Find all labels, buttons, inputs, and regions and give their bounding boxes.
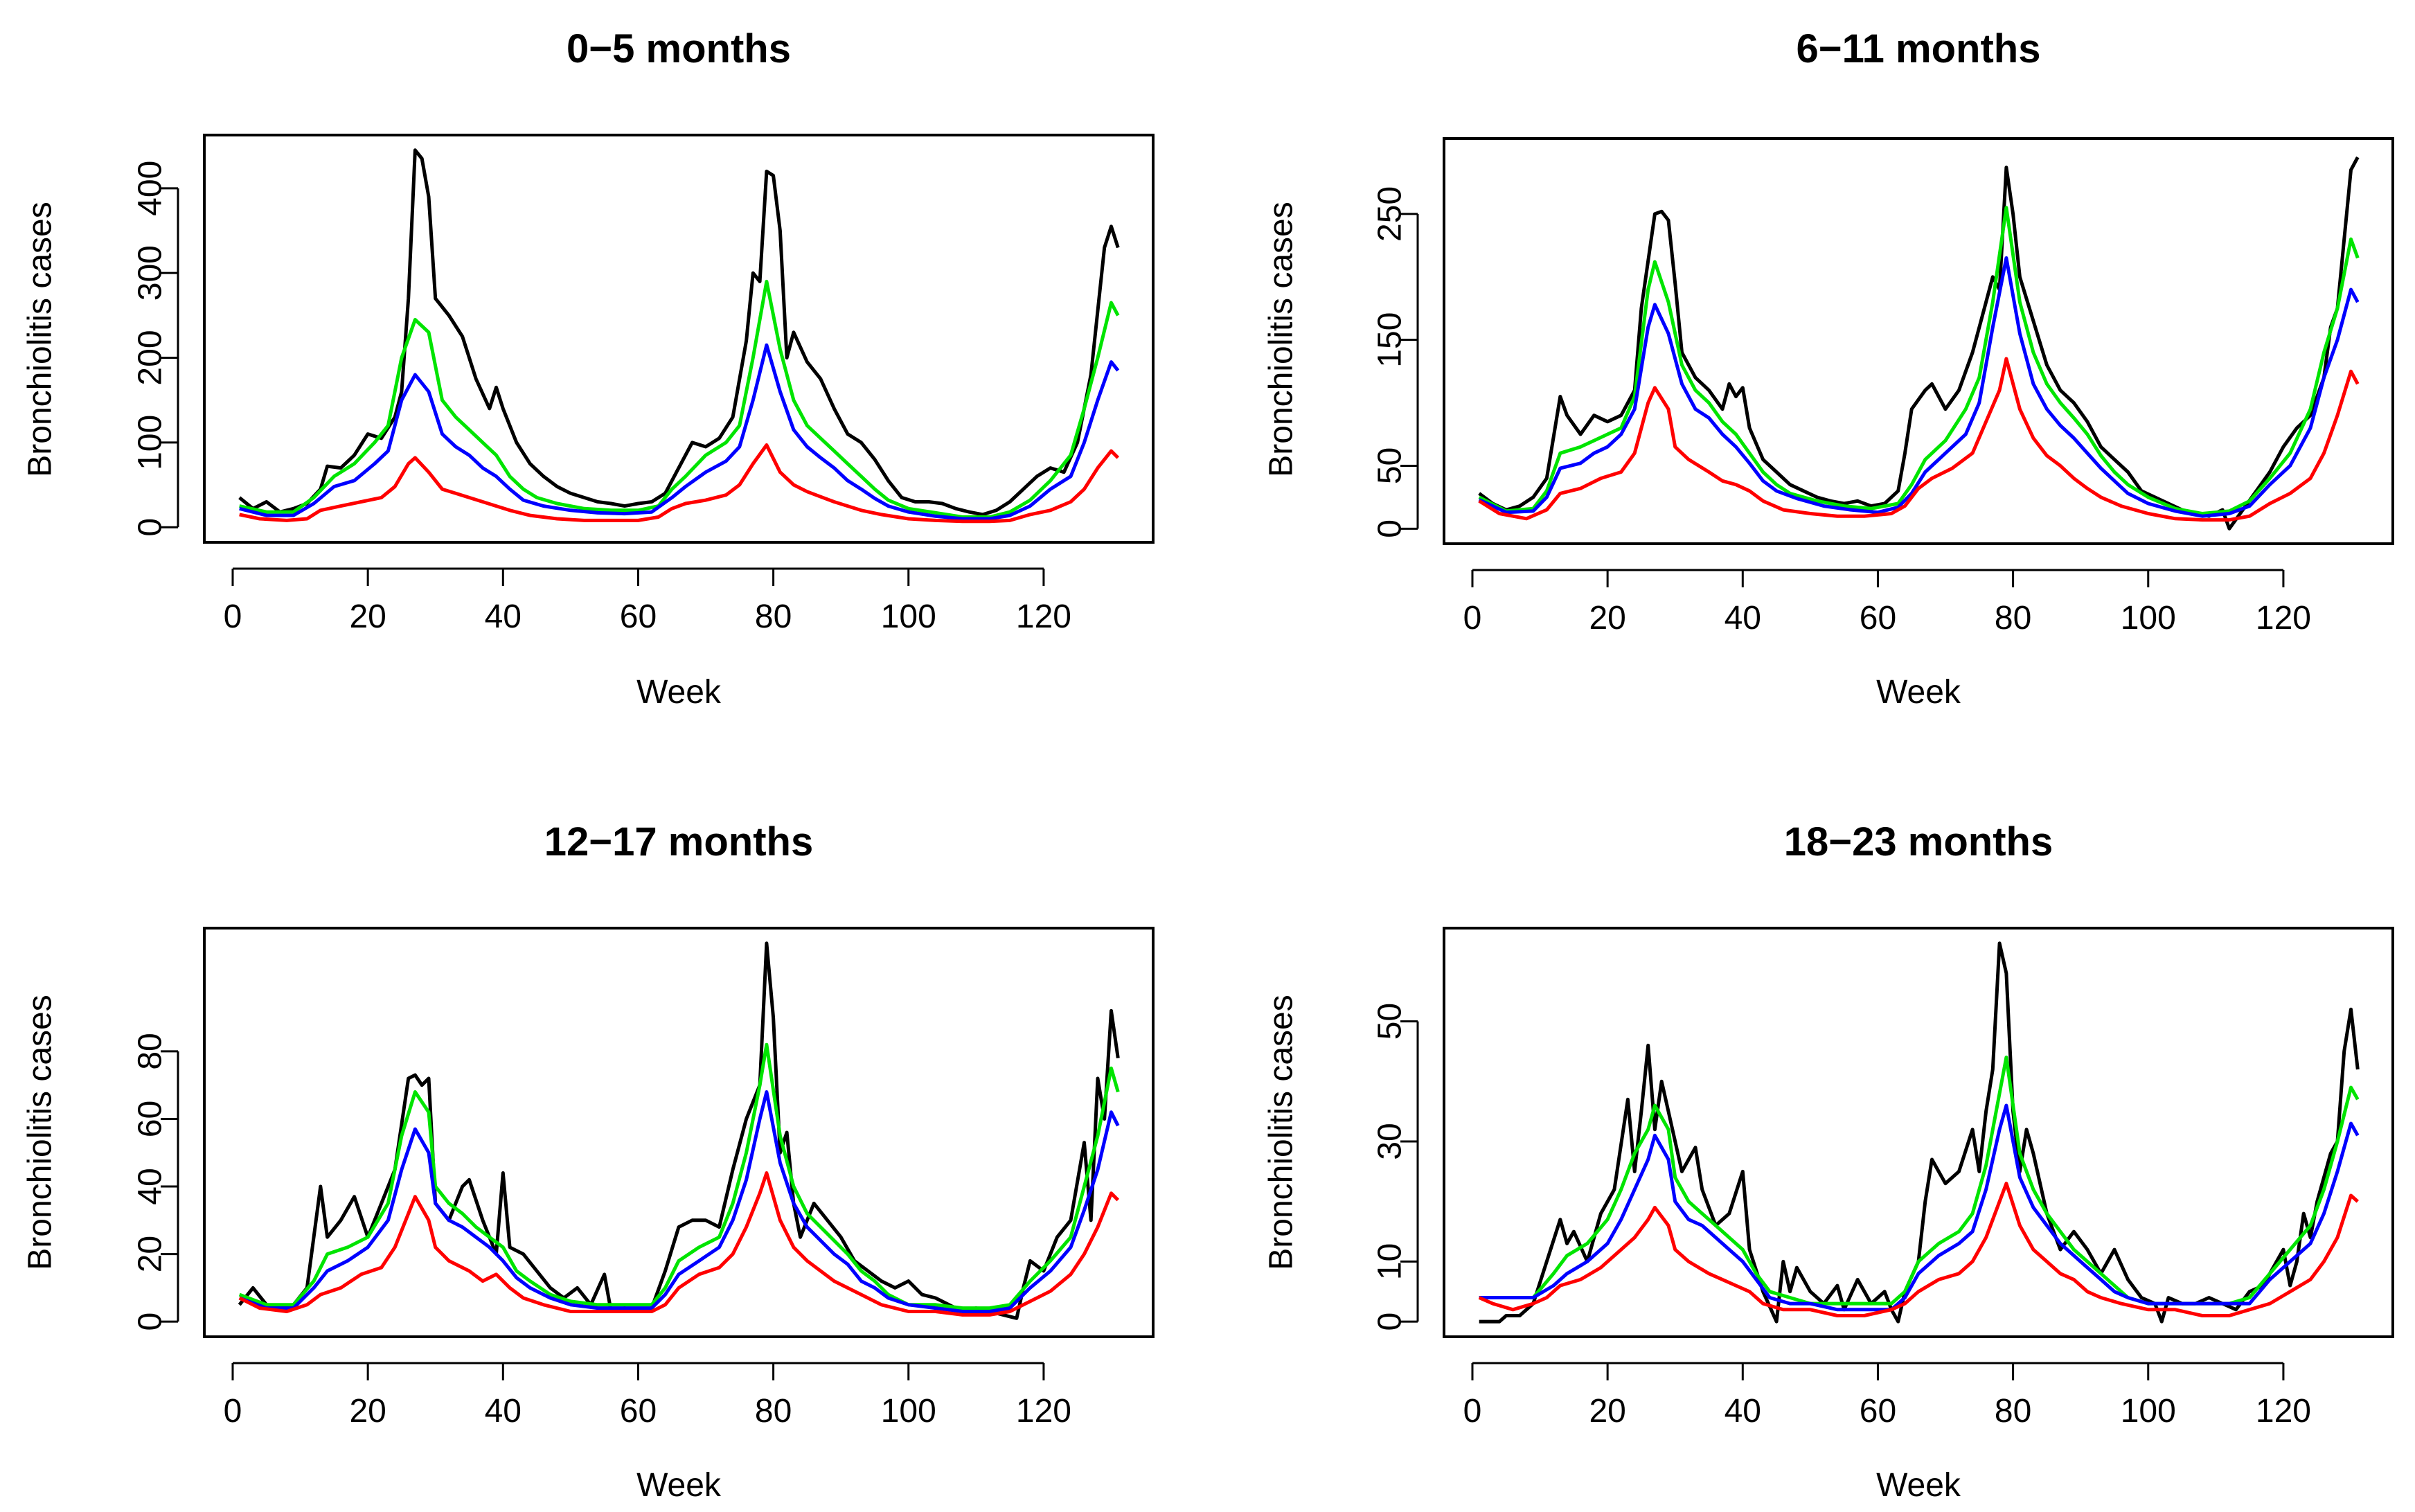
series-line-red: [239, 443, 1120, 524]
y-tick-label: 300: [132, 245, 169, 301]
series-line-green: [238, 1042, 1120, 1310]
x-tick-label: 80: [1995, 600, 2031, 637]
y-tick-label: 150: [1372, 312, 1409, 368]
y-tick-label: 30: [1372, 1123, 1409, 1159]
series-line-green: [1478, 206, 2360, 515]
series-line-blue: [1478, 256, 2360, 518]
series-line-red: [238, 1171, 1120, 1317]
panel-18-23-months: 18−23 months Week Bronchiolitis cases 0 2…: [1263, 819, 2394, 1504]
panel-title: 12−17 months: [544, 819, 813, 864]
plot-frame: [1443, 137, 2394, 545]
y-tick-label: 40: [132, 1168, 169, 1204]
series-line-blue: [239, 343, 1120, 521]
y-tick-label: 200: [132, 330, 169, 385]
y-tick-label: 250: [1372, 186, 1409, 242]
series-line-green: [1479, 1056, 2360, 1306]
series-line-green: [239, 279, 1120, 519]
x-tick-label: 80: [1995, 1393, 2031, 1430]
panel-6-11-months: 6−11 months Week Bronchiolitis cases 0 20…: [1263, 26, 2394, 711]
x-tick-label: 80: [755, 1393, 792, 1430]
series-line-observed: [1479, 941, 2360, 1324]
y-tick-label: 0: [132, 1313, 169, 1331]
y-axis-label: Bronchiolitis cases: [1263, 995, 1300, 1270]
y-tick-label: 0: [132, 518, 169, 537]
x-tick-label: 120: [2256, 1393, 2311, 1430]
panel-title: 0−5 months: [567, 26, 791, 71]
x-axis-label: Week: [636, 674, 722, 711]
x-tick-label: 120: [1016, 1393, 1071, 1430]
series-line-blue: [238, 1090, 1120, 1313]
plot-frame: [1443, 927, 2394, 1338]
x-tick-label: 120: [2256, 600, 2311, 637]
x-tick-label: 0: [1463, 1393, 1482, 1430]
y-tick-label: 100: [132, 415, 169, 470]
series-line-red: [1478, 1182, 2359, 1317]
x-tick-label: 20: [349, 598, 386, 635]
x-tick-label: 120: [1016, 598, 1071, 635]
y-tick-label: 0: [1372, 1313, 1409, 1331]
series-line-red: [1478, 357, 2360, 522]
x-tick-label: 20: [1589, 1393, 1625, 1430]
x-axis-label: Week: [1876, 674, 1961, 711]
y-tick-label: 60: [132, 1101, 169, 1137]
y-tick-label: 400: [132, 161, 169, 216]
x-tick-label: 40: [485, 1393, 522, 1430]
x-tick-label: 100: [881, 1393, 936, 1430]
y-tick-label: 80: [132, 1033, 169, 1069]
y-tick-label: 0: [1372, 519, 1409, 538]
y-tick-label: 20: [132, 1236, 169, 1272]
panel-title: 18−23 months: [1784, 819, 2053, 864]
x-tick-label: 20: [349, 1393, 386, 1430]
x-tick-label: 100: [2121, 600, 2176, 637]
x-tick-label: 0: [1463, 600, 1482, 637]
series-line-observed: [238, 148, 1120, 517]
x-axis-label: Week: [636, 1467, 722, 1504]
y-axis-label: Bronchiolitis cases: [22, 202, 59, 477]
plot-frame: [203, 927, 1155, 1338]
series-line-blue: [1479, 1103, 2360, 1312]
x-tick-label: 100: [881, 598, 936, 635]
y-tick-label: 50: [1372, 447, 1409, 484]
x-tick-label: 60: [1860, 600, 1896, 637]
x-tick-label: 40: [485, 598, 522, 635]
x-tick-label: 60: [620, 598, 657, 635]
x-axis-label: Week: [1876, 1467, 1961, 1504]
x-tick-label: 60: [1860, 1393, 1896, 1430]
y-tick-label: 50: [1372, 1003, 1409, 1040]
x-tick-label: 0: [224, 598, 242, 635]
y-axis-label: Bronchiolitis cases: [1263, 202, 1300, 477]
y-tick-label: 10: [1372, 1243, 1409, 1280]
panel-title: 6−11 months: [1797, 26, 2041, 71]
plot-frame: [203, 134, 1155, 544]
x-tick-label: 20: [1589, 600, 1625, 637]
x-tick-label: 100: [2121, 1393, 2176, 1430]
panel-0-5-months: 0−5 months Week Bronchiolitis cases 0 20 4…: [22, 26, 1155, 711]
x-tick-label: 40: [1725, 600, 1761, 637]
x-tick-label: 80: [755, 598, 792, 635]
panel-12-17-months: 12−17 months Week Bronchiolitis cases 0 2…: [22, 819, 1155, 1504]
x-tick-label: 40: [1725, 1393, 1761, 1430]
y-axis-label: Bronchiolitis cases: [22, 995, 59, 1270]
x-tick-label: 0: [224, 1393, 242, 1430]
x-tick-label: 60: [620, 1393, 657, 1430]
